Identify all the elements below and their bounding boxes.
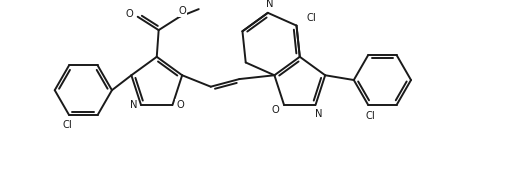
Text: O: O	[272, 105, 279, 115]
Text: Cl: Cl	[62, 120, 72, 130]
Text: Cl: Cl	[365, 111, 375, 121]
Text: O: O	[179, 6, 186, 16]
Text: N: N	[315, 109, 322, 119]
Text: Cl: Cl	[307, 13, 317, 23]
Text: O: O	[125, 9, 133, 19]
Text: N: N	[266, 0, 273, 9]
Text: O: O	[176, 100, 184, 110]
Text: N: N	[130, 100, 137, 110]
